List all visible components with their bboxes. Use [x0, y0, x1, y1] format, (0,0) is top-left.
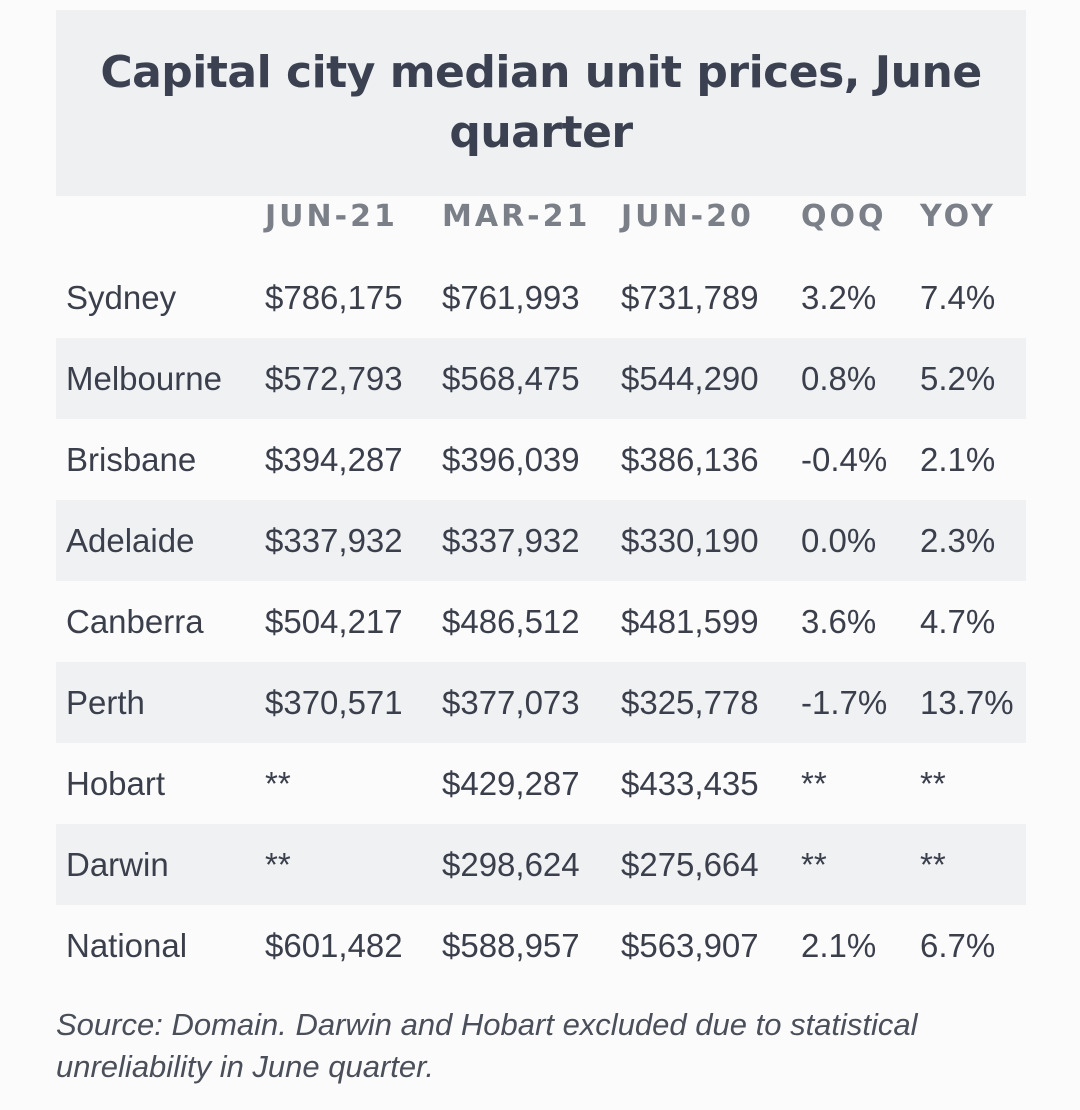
cell-jun21: $572,793 — [265, 360, 403, 397]
table-row: Hobart ** $429,287 $433,435 ** ** — [56, 743, 1026, 824]
cell-jun21: $786,175 — [265, 279, 403, 316]
cell-mar21: $298,624 — [442, 846, 580, 883]
cell-jun20: $433,435 — [621, 765, 759, 802]
cell-city: Melbourne — [66, 360, 222, 397]
cell-qoq: -0.4% — [801, 441, 888, 478]
cell-jun21: ** — [265, 765, 291, 802]
cell-qoq: 3.2% — [801, 279, 877, 316]
table-row: Melbourne $572,793 $568,475 $544,290 0.8% 5.2… — [56, 338, 1026, 419]
cell-yoy: 7.4% — [920, 279, 996, 316]
cell-yoy: 6.7% — [920, 927, 996, 964]
table-row: Adelaide $337,932 $337,932 $330,190 0.0% 2.3% — [56, 500, 1026, 581]
header-cell-mar21: MAR-21 — [442, 199, 591, 234]
cell-city: Sydney — [66, 279, 177, 316]
cell-mar21: $568,475 — [442, 360, 580, 397]
cell-jun20: $325,778 — [621, 684, 759, 721]
cell-yoy: 13.7% — [920, 684, 1014, 721]
table-row: Canberra $504,217 $486,512 $481,599 3.6% 4.7% — [56, 581, 1026, 662]
cell-yoy: ** — [920, 846, 946, 883]
source-note: Source: Domain. Darwin and Hobart exclud… — [56, 1007, 918, 1084]
cell-mar21: $429,287 — [442, 765, 580, 802]
cell-jun20: $544,290 — [621, 360, 759, 397]
cell-city: National — [66, 927, 188, 964]
header-cell-jun20: JUN-20 — [621, 199, 754, 234]
cell-qoq: ** — [801, 846, 827, 883]
cell-city: Hobart — [66, 765, 166, 802]
cell-city: Canberra — [66, 603, 204, 640]
cell-jun20: $731,789 — [621, 279, 759, 316]
cell-qoq: 0.0% — [801, 522, 877, 559]
cell-jun20: $563,907 — [621, 927, 759, 964]
cell-yoy: 2.3% — [920, 522, 996, 559]
table-row: Brisbane $394,287 $396,039 $386,136 -0.4% 2.1… — [56, 419, 1026, 500]
cell-city: Brisbane — [66, 441, 197, 478]
cell-qoq: ** — [801, 765, 827, 802]
header-cell-yoy: YOY — [920, 199, 996, 234]
cell-mar21: $337,932 — [442, 522, 580, 559]
cell-qoq: 2.1% — [801, 927, 877, 964]
cell-qoq: -1.7% — [801, 684, 888, 721]
cell-yoy: 4.7% — [920, 603, 996, 640]
title-box: Capital city median unit prices, June qu… — [56, 10, 1026, 196]
cell-mar21: $396,039 — [442, 441, 580, 478]
cell-jun20: $275,664 — [621, 846, 759, 883]
cell-qoq: 0.8% — [801, 360, 877, 397]
cell-jun21: $504,217 — [265, 603, 403, 640]
table-title: Capital city median unit prices, June qu… — [100, 47, 982, 158]
cell-yoy: ** — [920, 765, 946, 802]
table-body: Sydney $786,175 $761,993 $731,789 3.2% 7.4% Me… — [56, 257, 1026, 986]
cell-mar21: $761,993 — [442, 279, 580, 316]
table-row: Sydney $786,175 $761,993 $731,789 3.2% 7.4% — [56, 257, 1026, 338]
cell-city: Perth — [66, 684, 145, 721]
table-row: National $601,482 $588,957 $563,907 2.1% 6.7% — [56, 905, 1026, 986]
cell-jun20: $330,190 — [621, 522, 759, 559]
table-row: Perth $370,571 $377,073 $325,778 -1.7% 13.7% — [56, 662, 1026, 743]
cell-jun21: $337,932 — [265, 522, 403, 559]
table-header-row: JUN-21 MAR-21 JUN-20 QOQ YOY — [56, 176, 1026, 257]
cell-jun20: $386,136 — [621, 441, 759, 478]
cell-jun21: $370,571 — [265, 684, 403, 721]
cell-city: Darwin — [66, 846, 169, 883]
cell-mar21: $486,512 — [442, 603, 580, 640]
cell-yoy: 2.1% — [920, 441, 996, 478]
cell-yoy: 5.2% — [920, 360, 996, 397]
header-cell-qoq: QOQ — [801, 199, 887, 234]
cell-city: Adelaide — [66, 522, 195, 559]
cell-mar21: $588,957 — [442, 927, 580, 964]
cell-jun21: ** — [265, 846, 291, 883]
cell-jun21: $394,287 — [265, 441, 403, 478]
cell-jun21: $601,482 — [265, 927, 403, 964]
cell-mar21: $377,073 — [442, 684, 580, 721]
table-row: Darwin ** $298,624 $275,664 ** ** — [56, 824, 1026, 905]
cell-qoq: 3.6% — [801, 603, 877, 640]
cell-jun20: $481,599 — [621, 603, 759, 640]
header-cell-jun21: JUN-21 — [265, 199, 398, 234]
price-table: JUN-21 MAR-21 JUN-20 QOQ YOY Sydney $786,… — [56, 176, 1026, 986]
